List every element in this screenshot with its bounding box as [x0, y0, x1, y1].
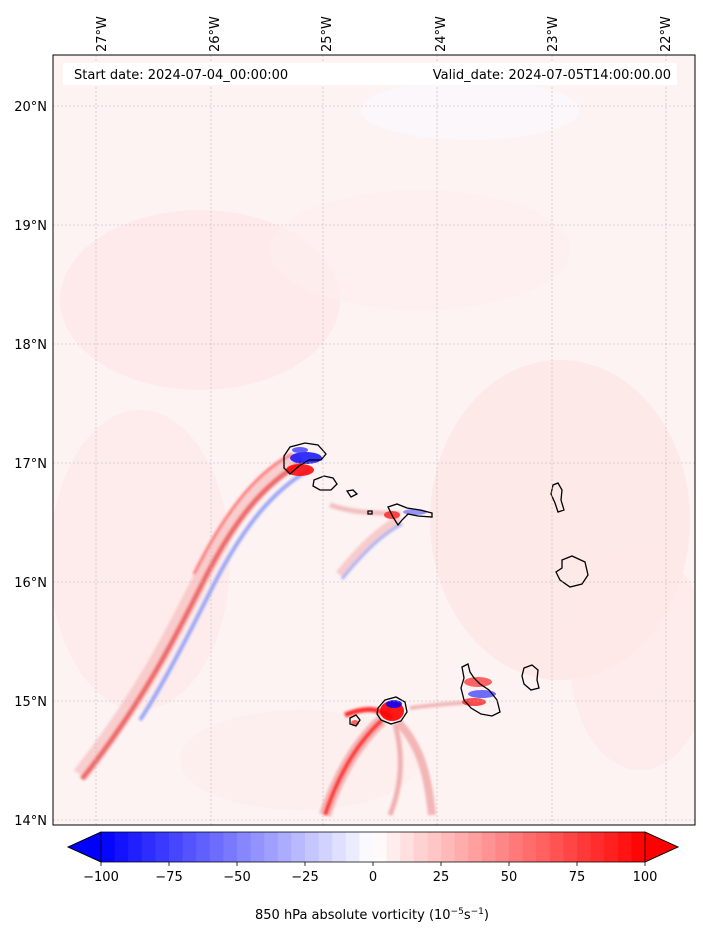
map-frame	[52, 54, 696, 826]
valid-date-text: Valid_date: 2024-07-05T14:00:00.00	[433, 68, 671, 83]
island-dipoles	[286, 447, 496, 726]
latitude-labels: 20°N 19°N 18°N 17°N 16°N 15°N 14°N	[14, 100, 47, 829]
colorbar-tick-label: −100	[83, 870, 119, 885]
island-sao-vicente	[312, 475, 338, 491]
colorbar-swatch	[114, 832, 129, 862]
lat-label: 16°N	[14, 576, 47, 591]
colorbar-max-extension	[644, 831, 679, 863]
colorbar-swatch	[536, 832, 551, 862]
colorbar-swatch	[577, 832, 592, 862]
colorbar-swatch	[209, 832, 224, 862]
lat-label: 15°N	[14, 695, 47, 710]
colorbar-label: 850 hPa absolute vorticity (10−5s−1)	[255, 907, 489, 923]
island-brava	[349, 714, 361, 727]
island-sao-nicolau	[387, 503, 433, 527]
colorbar-swatch	[468, 832, 483, 862]
colorbar-swatch	[495, 832, 510, 862]
island-santo-antao	[283, 442, 327, 475]
island-fogo	[376, 696, 408, 725]
colorbar-tick-label: −50	[223, 870, 250, 885]
colorbar-tick-label: 75	[569, 870, 586, 885]
colorbar-swatch	[250, 832, 265, 862]
colorbar-tick-label: 50	[501, 870, 518, 885]
colorbar-swatch	[481, 832, 496, 862]
colorbar-swatch	[549, 832, 564, 862]
lat-label: 20°N	[14, 100, 47, 115]
colorbar-swatch	[264, 832, 279, 862]
lat-label: 18°N	[14, 338, 47, 353]
colorbar-swatch	[332, 832, 347, 862]
colorbar-tick-label: 25	[433, 870, 450, 885]
island-boa-vista	[555, 555, 589, 588]
island-maio	[521, 664, 540, 691]
colorbar-swatch	[277, 832, 292, 862]
colorbar-tick-label: 0	[369, 870, 377, 885]
colorbar-swatch	[386, 832, 401, 862]
lat-label: 14°N	[14, 814, 47, 829]
colorbar-swatch	[345, 832, 360, 862]
lat-label: 17°N	[14, 457, 47, 472]
gridlines	[53, 55, 695, 825]
colorbar-swatch	[169, 832, 184, 862]
lat-label: 19°N	[14, 219, 47, 234]
colorbar: −100 −75 −50 −25 0 25 50 75 100 850 hPa absolute…	[67, 831, 679, 923]
lon-label: 24°W	[434, 16, 449, 52]
lon-label: 27°W	[95, 16, 110, 52]
island-coastlines	[283, 442, 589, 727]
colorbar-swatch	[128, 832, 143, 862]
colorbar-swatch	[196, 832, 211, 862]
colorbar-swatch	[604, 832, 619, 862]
start-date-text: Start date: 2024-07-04_00:00:00	[74, 68, 288, 83]
colorbar-swatch	[237, 832, 252, 862]
longitude-labels: 27°W 26°W 25°W 24°W 23°W 22°W	[95, 16, 674, 52]
colorbar-tick-label: 100	[633, 870, 658, 885]
colorbar-swatch	[400, 832, 415, 862]
colorbar-swatch	[563, 832, 578, 862]
colorbar-swatch	[427, 832, 442, 862]
colorbar-swatch	[182, 832, 197, 862]
colorbar-swatch	[291, 832, 306, 862]
colorbar-swatch	[509, 832, 524, 862]
lon-label: 25°W	[320, 16, 335, 52]
colorbar-min-extension	[67, 831, 102, 863]
colorbar-ticks: −100 −75 −50 −25 0 25 50 75 100	[83, 862, 657, 885]
lon-label: 23°W	[546, 16, 561, 52]
island-santa-luzia	[345, 489, 359, 498]
colorbar-swatches	[101, 832, 646, 862]
date-header-box	[63, 63, 677, 85]
colorbar-swatch	[318, 832, 333, 862]
colorbar-swatch	[413, 832, 428, 862]
colorbar-swatch	[522, 832, 537, 862]
lon-label: 22°W	[659, 16, 674, 52]
colorbar-swatch	[101, 832, 116, 862]
map-panel: Start date: 2024-07-04_00:00:00 Valid_da…	[14, 16, 696, 829]
colorbar-swatch	[631, 832, 646, 862]
island-sal	[550, 482, 565, 513]
vorticity-field	[53, 55, 695, 825]
colorbar-swatch	[373, 832, 388, 862]
colorbar-swatch	[155, 832, 170, 862]
colorbar-swatch	[359, 832, 374, 862]
colorbar-tick-label: −25	[291, 870, 318, 885]
colorbar-swatch	[441, 832, 456, 862]
island-santiago	[460, 663, 501, 717]
colorbar-swatch	[454, 832, 469, 862]
colorbar-swatch	[305, 832, 320, 862]
colorbar-tick-label: −75	[155, 870, 182, 885]
lon-label: 26°W	[208, 16, 223, 52]
island-branco	[367, 510, 373, 515]
colorbar-swatch	[141, 832, 156, 862]
colorbar-swatch	[223, 832, 238, 862]
colorbar-swatch	[590, 832, 605, 862]
colorbar-swatch	[617, 832, 632, 862]
